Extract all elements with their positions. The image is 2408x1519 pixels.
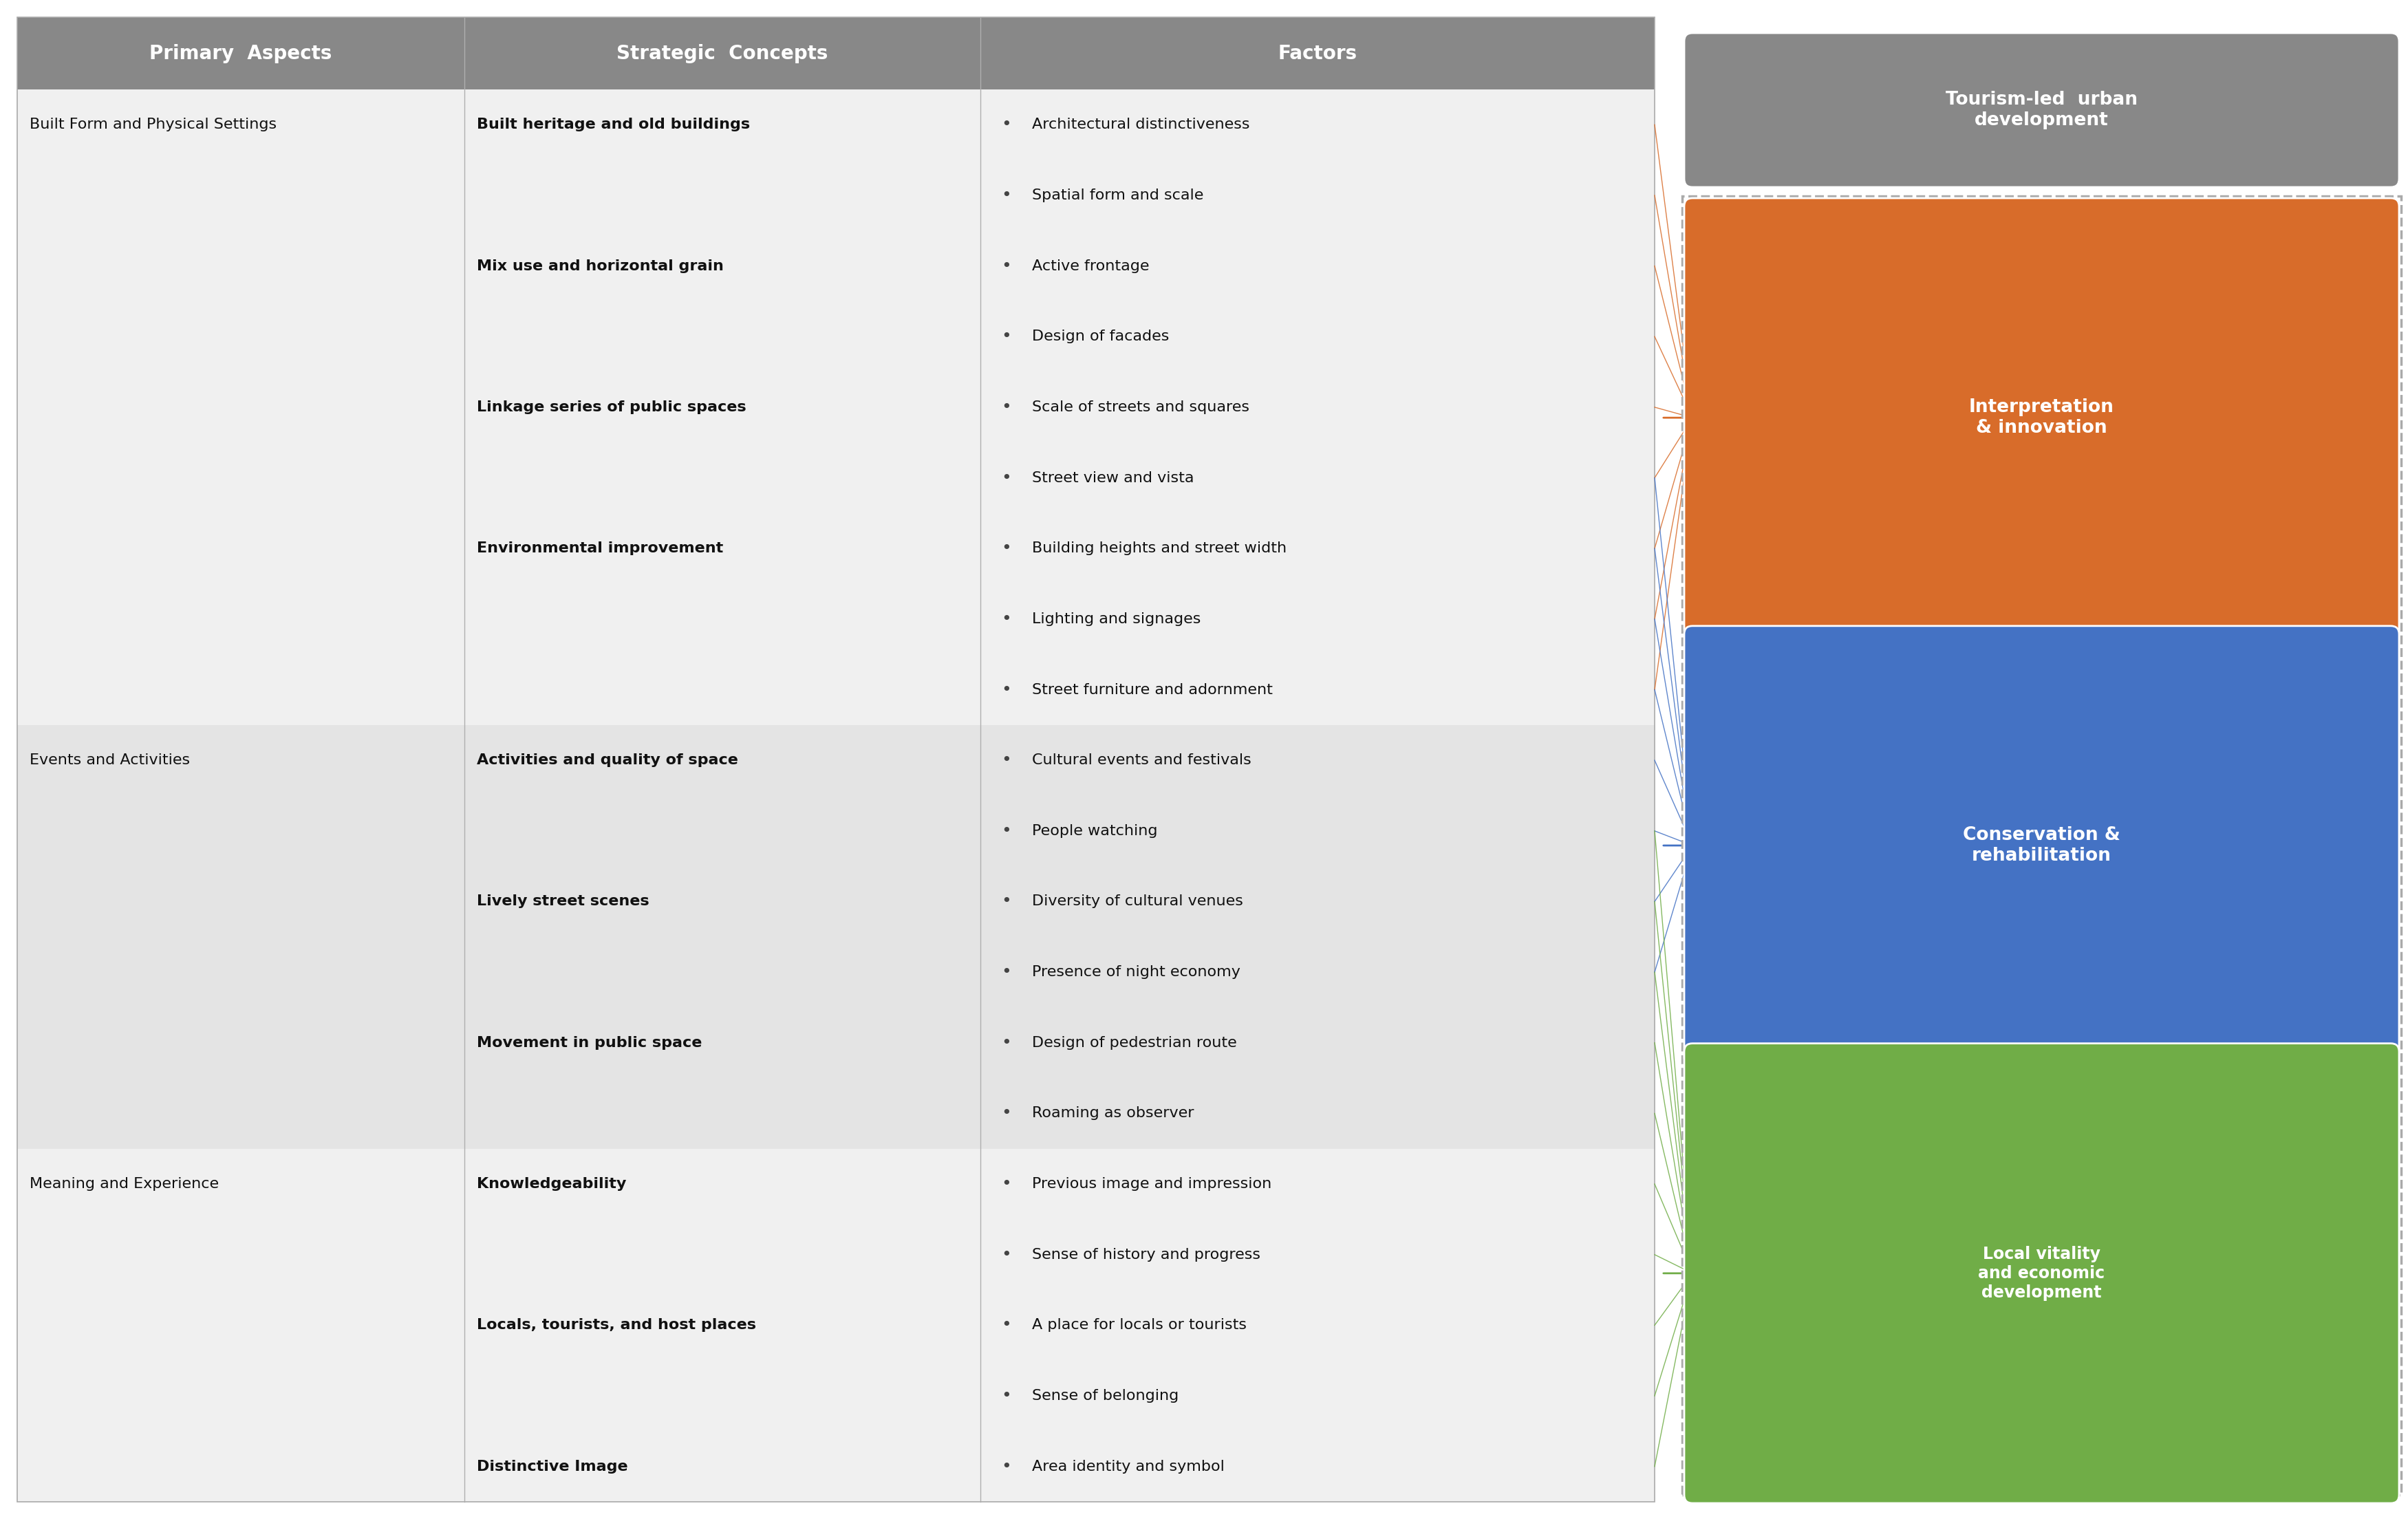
Text: •: • [1002, 187, 1011, 204]
Text: Linkage series of public spaces: Linkage series of public spaces [477, 401, 746, 415]
Bar [17, 1007, 1654, 1078]
Text: Locals, tourists, and host places: Locals, tourists, and host places [477, 1318, 756, 1332]
Text: Factors: Factors [1279, 44, 1358, 62]
Text: •: • [1002, 1458, 1011, 1475]
Text: Design of pedestrian route: Design of pedestrian route [1033, 1036, 1238, 1050]
Text: •: • [1002, 469, 1011, 486]
Text: Local vitality
and economic
development: Local vitality and economic development [1979, 1246, 2105, 1300]
FancyBboxPatch shape [1683, 197, 2398, 638]
Bar [17, 655, 1654, 725]
Bar [17, 513, 1654, 583]
Text: Built Form and Physical Settings: Built Form and Physical Settings [29, 118, 277, 132]
Bar [17, 725, 1654, 796]
Text: Previous image and impression: Previous image and impression [1033, 1177, 1271, 1191]
Bar [17, 301, 1654, 372]
Bar [17, 159, 1654, 231]
Bar [17, 17, 1654, 90]
Bar [17, 231, 1654, 301]
Text: Tourism-led  urban
development: Tourism-led urban development [1946, 91, 2138, 129]
Bar [17, 1078, 1654, 1148]
Text: Lighting and signages: Lighting and signages [1033, 612, 1202, 626]
Text: Cultural events and festivals: Cultural events and festivals [1033, 753, 1252, 767]
Bar [17, 17, 1654, 1502]
Text: Spatial form and scale: Spatial form and scale [1033, 188, 1204, 202]
Text: Sense of belonging: Sense of belonging [1033, 1388, 1180, 1402]
Bar [17, 1220, 1654, 1290]
FancyBboxPatch shape [1683, 33, 2398, 187]
Text: Movement in public space: Movement in public space [477, 1036, 703, 1050]
Bar [17, 866, 1654, 937]
Text: •: • [1002, 541, 1011, 556]
Text: Street furniture and adornment: Street furniture and adornment [1033, 684, 1274, 697]
Text: Activities and quality of space: Activities and quality of space [477, 753, 739, 767]
Text: •: • [1002, 258, 1011, 275]
Text: •: • [1002, 1034, 1011, 1051]
Bar [17, 90, 1654, 159]
Text: •: • [1002, 752, 1011, 769]
Text: Mix use and horizontal grain: Mix use and horizontal grain [477, 260, 725, 273]
Bar [17, 937, 1654, 1007]
Text: Architectural distinctiveness: Architectural distinctiveness [1033, 118, 1250, 132]
Bar [17, 583, 1654, 655]
Text: Conservation &
rehabilitation: Conservation & rehabilitation [1963, 826, 2121, 864]
Text: •: • [1002, 823, 1011, 838]
Text: Lively street scenes: Lively street scenes [477, 895, 650, 908]
Bar [17, 1361, 1654, 1431]
Text: •: • [1002, 1247, 1011, 1262]
Text: •: • [1002, 682, 1011, 697]
Bar [17, 1290, 1654, 1361]
Text: •: • [1002, 1388, 1011, 1404]
Text: Building heights and street width: Building heights and street width [1033, 542, 1286, 556]
Text: •: • [1002, 611, 1011, 627]
Bar [17, 1148, 1654, 1220]
Text: •: • [1002, 893, 1011, 910]
Text: Strategic  Concepts: Strategic Concepts [616, 44, 828, 62]
Text: Scale of streets and squares: Scale of streets and squares [1033, 401, 1250, 415]
Bar [1683, 196, 2401, 1495]
Text: •: • [1002, 1317, 1011, 1334]
Text: A place for locals or tourists: A place for locals or tourists [1033, 1318, 1247, 1332]
Text: Knowledgeability: Knowledgeability [477, 1177, 626, 1191]
Text: Meaning and Experience: Meaning and Experience [29, 1177, 219, 1191]
Text: Area identity and symbol: Area identity and symbol [1033, 1460, 1226, 1473]
Text: •: • [1002, 117, 1011, 134]
FancyBboxPatch shape [1683, 626, 2398, 1065]
Text: Active frontage: Active frontage [1033, 260, 1149, 273]
Text: Events and Activities: Events and Activities [29, 753, 190, 767]
Text: Presence of night economy: Presence of night economy [1033, 965, 1240, 980]
Text: Built heritage and old buildings: Built heritage and old buildings [477, 118, 749, 132]
Bar [17, 372, 1654, 442]
Text: Interpretation
& innovation: Interpretation & innovation [1970, 398, 2114, 437]
Text: Primary  Aspects: Primary Aspects [149, 44, 332, 62]
Text: Roaming as observer: Roaming as observer [1033, 1106, 1194, 1121]
Text: Distinctive Image: Distinctive Image [477, 1460, 628, 1473]
Bar [17, 442, 1654, 513]
Text: Street view and vista: Street view and vista [1033, 471, 1194, 485]
Text: Environmental improvement: Environmental improvement [477, 542, 722, 556]
Text: People watching: People watching [1033, 823, 1158, 838]
Text: Sense of history and progress: Sense of history and progress [1033, 1247, 1259, 1261]
Bar [17, 796, 1654, 866]
Text: Diversity of cultural venues: Diversity of cultural venues [1033, 895, 1243, 908]
FancyBboxPatch shape [1683, 1044, 2398, 1504]
Text: •: • [1002, 1176, 1011, 1192]
Text: •: • [1002, 328, 1011, 345]
Text: •: • [1002, 965, 1011, 980]
Text: Design of facades: Design of facades [1033, 330, 1170, 343]
Bar [17, 1431, 1654, 1502]
Text: •: • [1002, 1106, 1011, 1121]
Text: •: • [1002, 399, 1011, 416]
